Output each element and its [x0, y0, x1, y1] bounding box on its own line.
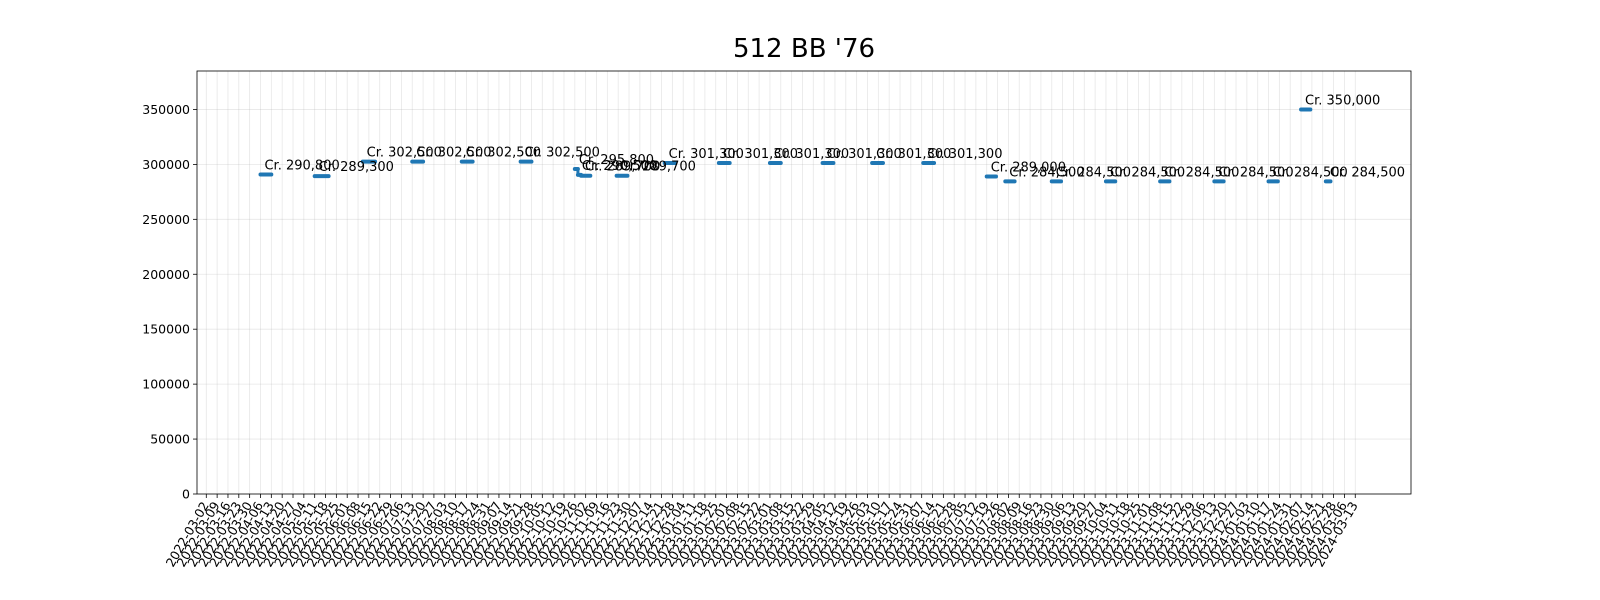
price-label: Cr. 284,500 — [1273, 165, 1348, 180]
y-tick-label: 200000 — [142, 267, 190, 282]
y-tick-label: 0 — [182, 487, 190, 502]
price-label: Cr. 301,300 — [669, 147, 744, 162]
series-layer — [258, 107, 1333, 184]
axes-layer: 0 50000 100000 150000 200000 250000 300000 3500… — [142, 70, 1412, 569]
price-label: Cr. 290,500 — [582, 159, 657, 174]
y-tick-label: 250000 — [142, 212, 190, 227]
price-label: Cr. 289,700 — [585, 160, 660, 175]
price-label: Cr. 301,300 — [827, 147, 902, 162]
price-label: Cr. 301,300 — [774, 147, 849, 162]
price-label: Cr. 289,300 — [319, 160, 394, 175]
y-tick-label: 350000 — [142, 102, 190, 117]
price-label: Cr. 284,500 — [1009, 165, 1084, 180]
price-label: Cr. 289,000 — [991, 160, 1066, 175]
axes-frame — [196, 70, 1412, 495]
y-tick-label: 150000 — [142, 322, 190, 337]
price-label: Cr. 290,800 — [264, 158, 339, 173]
price-label: Cr. 289,700 — [621, 160, 696, 175]
price-label: Cr. 295,800 — [579, 153, 654, 168]
price-label: Cr. 302,500 — [525, 146, 600, 161]
price-label: Cr. 302,500 — [466, 146, 541, 161]
price-label: Cr. 302,500 — [367, 146, 442, 161]
y-tick-label: 100000 — [142, 377, 190, 392]
price-label: Cr. 301,300 — [876, 147, 951, 162]
price-label: Cr. 284,500 — [1330, 165, 1405, 180]
y-tick-label: 50000 — [150, 432, 190, 447]
price-label: Cr. 350,000 — [1305, 93, 1380, 108]
price-label: Cr. 284,500 — [1110, 165, 1185, 180]
price-label: Cr. 301,300 — [723, 147, 798, 162]
price-label: Cr. 301,300 — [927, 147, 1002, 162]
price-label: Cr. 284,500 — [1218, 165, 1293, 180]
price-label: Cr. 284,500 — [1164, 165, 1239, 180]
price-label: Cr. 302,500 — [416, 146, 491, 161]
chart-title: 512 BB '76 — [732, 34, 876, 64]
grid-layer — [197, 71, 1411, 495]
y-tick-label: 300000 — [142, 157, 190, 172]
price-label: Cr. 284,500 — [1056, 165, 1131, 180]
